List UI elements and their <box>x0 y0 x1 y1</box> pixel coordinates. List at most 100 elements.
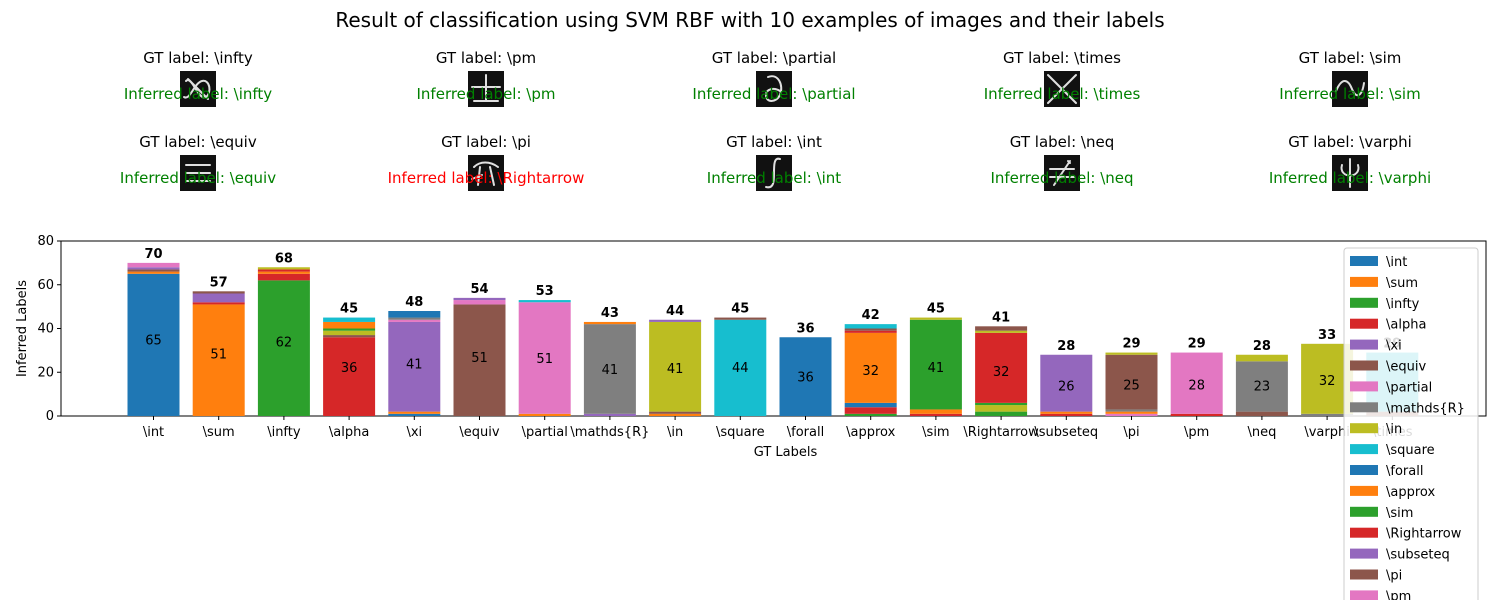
x-tick-label: \infty <box>267 425 301 440</box>
symbol-thumbnail-neq <box>1044 155 1080 191</box>
symbol-thumbnail-pi <box>468 155 504 191</box>
bar-segment <box>649 319 702 322</box>
bar-segment <box>1235 411 1288 416</box>
x-tick-label: \varphi <box>1304 425 1350 440</box>
legend: \int \sum \infty \alpha \xi \equiv \partial \ma… <box>1343 247 1479 600</box>
legend-entry: \alpha <box>1386 318 1426 333</box>
total-label: 28 <box>1253 339 1271 354</box>
legend-swatch <box>1350 381 1378 392</box>
bar-segment <box>649 411 702 414</box>
total-label: 45 <box>340 302 358 317</box>
y-tick-label: 60 <box>37 278 54 293</box>
value-label: 26 <box>1058 379 1075 394</box>
bar-segment <box>909 413 962 416</box>
bar-segment <box>1105 409 1158 412</box>
legend-entry: \xi <box>1386 339 1402 354</box>
value-label: 32 <box>993 365 1010 380</box>
bar-segment <box>323 335 376 338</box>
bar-segment <box>127 273 180 416</box>
legend-entry: \int <box>1386 255 1407 270</box>
inferred-label: Inferred label: \infty <box>123 85 273 103</box>
legend-entry: \subseteq <box>1386 548 1450 563</box>
legend-swatch <box>1350 360 1378 371</box>
legend-entry: \pi <box>1386 569 1402 584</box>
bar-segment <box>844 407 897 414</box>
value-label: 41 <box>667 362 684 377</box>
x-tick-label: \sim <box>922 425 949 440</box>
legend-swatch <box>1350 444 1378 455</box>
x-tick-label: \partial <box>522 425 568 440</box>
symbol-thumbnail-equiv <box>180 155 216 191</box>
value-label: 65 <box>145 333 162 348</box>
bar-segment <box>127 267 180 270</box>
legend-swatch <box>1350 506 1378 517</box>
x-axis-label: GT Labels <box>754 445 818 460</box>
bar-segment <box>192 302 245 305</box>
inferred-label: Inferred label: \times <box>983 85 1141 103</box>
bar-stack-8 <box>649 319 702 416</box>
value-label: 32 <box>862 364 879 379</box>
bar-segment <box>388 317 441 320</box>
gt-label: GT label: \varphi <box>1288 133 1412 151</box>
x-tick-label: \approx <box>846 425 895 440</box>
legend-entry: \partial <box>1386 380 1432 395</box>
bar-segment <box>192 293 245 303</box>
bar-stack-16 <box>1170 352 1223 416</box>
total-label: 33 <box>1318 328 1336 343</box>
bar-stack-9 <box>714 317 767 416</box>
legend-swatch <box>1350 527 1378 538</box>
bar-segment <box>975 402 1028 406</box>
bar-segment <box>323 321 376 329</box>
x-tick-label: \pm <box>1184 425 1209 440</box>
bar-stack-3 <box>323 317 376 416</box>
symbol-thumbnail-sim <box>1332 71 1368 107</box>
bar-segment <box>192 304 245 416</box>
bar-segment <box>1040 354 1093 412</box>
legend-swatch <box>1350 276 1378 287</box>
bar-segment <box>453 304 506 416</box>
gt-label: GT label: \times <box>1003 49 1121 67</box>
y-tick-label: 20 <box>37 365 54 380</box>
bar-stack-14 <box>1040 354 1093 416</box>
bar-segment <box>1105 411 1158 414</box>
inferred-label: Inferred label: \equiv <box>119 169 277 187</box>
x-tick-label: \Rightarrow <box>963 425 1039 440</box>
legend-swatch <box>1350 402 1378 413</box>
bar-stack-6 <box>518 300 571 416</box>
bar-segment <box>1170 352 1223 414</box>
bar-segment <box>127 262 180 268</box>
x-tick-label: \alpha <box>329 425 369 440</box>
inferred-label: Inferred label: \Rightarrow <box>387 169 585 187</box>
bar-stack-7 <box>583 321 636 416</box>
value-label: 36 <box>797 371 814 386</box>
bar-segment <box>323 337 376 416</box>
bar-segment <box>1235 354 1288 362</box>
legend-entry: \Rightarrow <box>1386 527 1462 542</box>
bar-stack-4 <box>388 311 441 416</box>
total-label: 41 <box>992 310 1010 325</box>
bar-segment <box>1105 413 1158 416</box>
bar-segment <box>844 413 897 416</box>
bar-segment <box>909 319 962 410</box>
symbol-thumbnail-pm <box>468 71 504 107</box>
bar-segment <box>909 409 962 414</box>
bar-segment <box>1301 413 1354 416</box>
legend-swatch <box>1350 548 1378 559</box>
bar-segment <box>127 271 180 274</box>
inferred-label: Inferred label: \partial <box>692 85 856 103</box>
value-label: 62 <box>276 336 293 351</box>
bar-segment <box>257 273 310 281</box>
legend-swatch <box>1350 318 1378 329</box>
gt-label: GT label: \equiv <box>139 133 257 151</box>
legend-entry: \in <box>1386 422 1402 437</box>
value-label: 51 <box>210 348 227 363</box>
legend-entry: \pm <box>1386 589 1411 600</box>
value-label: 32 <box>1319 374 1336 389</box>
legend-entry: \forall <box>1386 464 1423 479</box>
bar-segment <box>323 317 376 322</box>
value-label: 41 <box>602 363 619 378</box>
total-label: 57 <box>210 275 228 290</box>
total-label: 44 <box>666 304 684 319</box>
total-label: 45 <box>731 302 749 317</box>
value-label: 25 <box>1123 378 1140 393</box>
